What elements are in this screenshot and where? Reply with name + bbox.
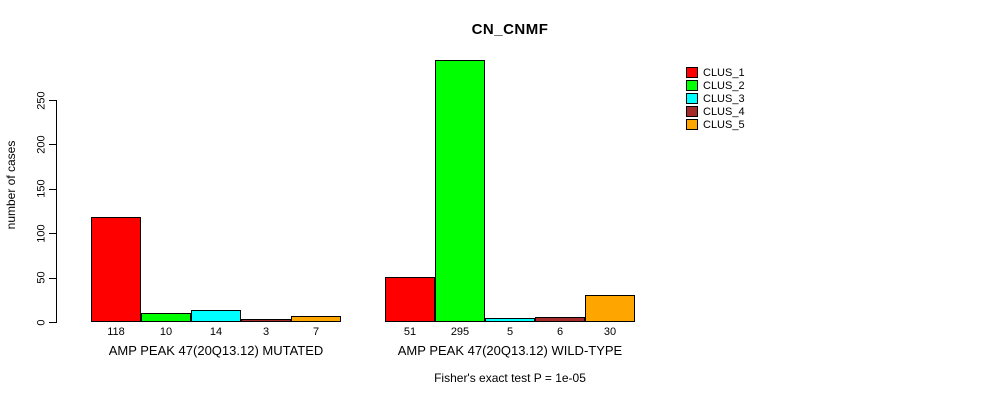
bar-value-label: 51: [403, 326, 417, 338]
legend-item: CLUS_5: [686, 118, 745, 131]
legend-item: CLUS_2: [686, 79, 745, 92]
chart-title: CN_CNMF: [471, 21, 549, 38]
legend: CLUS_1 CLUS_2 CLUS_3 CLUS_4 CLUS_5: [686, 66, 745, 131]
y-tick-label: 150: [35, 179, 48, 198]
bar-clus_3-group1: [191, 309, 241, 322]
y-axis-tick: [49, 277, 56, 279]
y-axis-tick: [49, 144, 56, 146]
bar-value-label: 295: [450, 326, 470, 338]
legend-label: CLUS_2: [703, 79, 745, 92]
legend-swatch: [686, 67, 698, 78]
legend-label: CLUS_4: [703, 105, 745, 118]
y-axis-label: number of cases: [4, 140, 18, 230]
y-tick-label: 100: [35, 224, 48, 243]
bar-value-label: 10: [159, 326, 173, 338]
y-axis-tick: [49, 233, 56, 235]
legend-swatch: [686, 119, 698, 130]
bar-value-label: 7: [312, 326, 320, 338]
legend-label: CLUS_5: [703, 118, 745, 131]
bar-value-label: 14: [209, 326, 223, 338]
bar-clus_1-group2: [385, 276, 435, 322]
y-tick-label: 50: [35, 271, 48, 284]
legend-swatch: [686, 106, 698, 117]
bar-clus_5-group1: [291, 315, 341, 322]
bar-value-label: 118: [107, 326, 125, 338]
bar-clus_4-group1: [241, 319, 291, 322]
group-label: AMP PEAK 47(20Q13.12) MUTATED: [108, 343, 324, 358]
bar-clus_2-group1: [141, 313, 191, 322]
y-tick-label: 200: [35, 135, 48, 154]
bar-clus_1-group1: [91, 217, 141, 322]
y-axis-tick: [49, 100, 56, 101]
bar-clus_5-group2: [585, 295, 635, 322]
annotation-text: Fisher's exact test P = 1e-05: [434, 371, 586, 385]
legend-item: CLUS_1: [686, 66, 745, 79]
group-label: AMP PEAK 47(20Q13.12) WILD-TYPE: [397, 343, 623, 358]
legend-item: CLUS_4: [686, 105, 745, 118]
bar-clus_2-group2: [435, 60, 485, 322]
bar-clus_4-group2: [535, 316, 585, 322]
bar-value-label: 6: [556, 326, 564, 338]
legend-label: CLUS_3: [703, 92, 745, 105]
bar-value-label: 30: [603, 326, 617, 338]
bar-clus_3-group2: [485, 317, 535, 322]
y-tick-label: 250: [35, 90, 48, 110]
legend-label: CLUS_1: [703, 66, 745, 79]
y-tick-label: 0: [35, 318, 48, 326]
y-axis-tick: [49, 322, 56, 323]
bar-value-label: 5: [506, 326, 514, 338]
legend-swatch: [686, 93, 698, 104]
legend-swatch: [686, 80, 698, 91]
bar-value-label: 3: [262, 326, 270, 338]
legend-item: CLUS_3: [686, 92, 745, 105]
y-axis-line: [56, 100, 57, 323]
y-axis-tick: [49, 188, 56, 190]
